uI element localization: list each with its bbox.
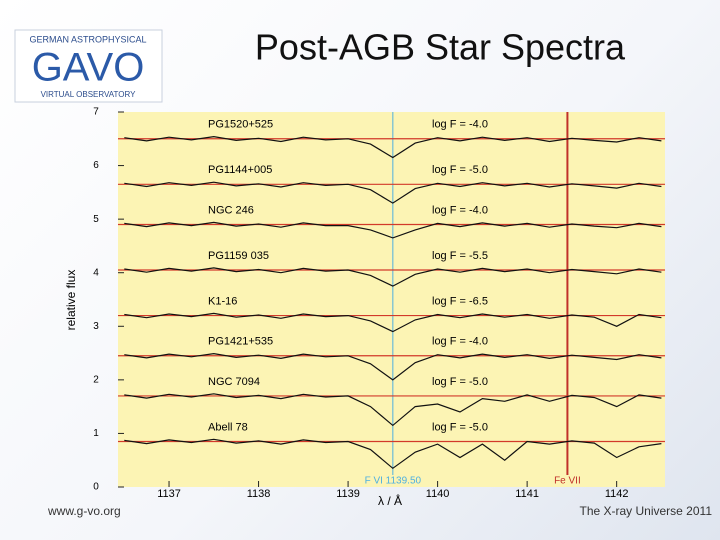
star-label: PG1421+535 bbox=[208, 336, 273, 348]
spectrum bbox=[124, 267, 662, 287]
y-tick-label: 5 bbox=[93, 214, 99, 225]
y-tick-label: 6 bbox=[93, 160, 99, 171]
logo-bottom: VIRTUAL OBSERVATORY bbox=[41, 90, 137, 99]
star-label: NGC 7094 bbox=[208, 376, 260, 388]
spectrum bbox=[124, 312, 662, 333]
x-tick-label: 1142 bbox=[605, 488, 629, 500]
log-f-label: log F = -5.0 bbox=[432, 421, 488, 433]
log-f-label: log F = -6.5 bbox=[432, 295, 488, 307]
footer-right: The X-ray Universe 2011 bbox=[579, 504, 712, 518]
x-tick-label: 1137 bbox=[157, 488, 181, 500]
footer-left: www.g-vo.org bbox=[47, 504, 121, 518]
log-f-label: log F = -5.0 bbox=[432, 164, 488, 176]
star-label: PG1159 035 bbox=[208, 250, 269, 262]
logo-box bbox=[14, 29, 163, 103]
star-label: K1-16 bbox=[208, 295, 237, 307]
y-tick-label: 7 bbox=[93, 107, 99, 118]
log-f-label: log F = -5.5 bbox=[432, 250, 488, 262]
x-tick-label: 1138 bbox=[247, 488, 271, 500]
x-tick-label: 1141 bbox=[515, 488, 539, 500]
logo-main: GAVO bbox=[32, 46, 145, 90]
spectrum bbox=[124, 393, 662, 427]
y-tick-label: 2 bbox=[93, 374, 99, 385]
star-label: PG1520+525 bbox=[208, 119, 273, 131]
logo-top: GERMAN ASTROPHYSICAL bbox=[29, 34, 146, 44]
y-tick-label: 4 bbox=[93, 267, 99, 278]
spectrum bbox=[124, 181, 662, 204]
slide-title: Post-AGB Star Spectra bbox=[255, 27, 626, 68]
x-axis-label: λ / Å bbox=[378, 493, 402, 508]
y-tick-label: 0 bbox=[93, 482, 99, 493]
spectrum bbox=[124, 221, 662, 239]
star-label: Abell 78 bbox=[208, 421, 248, 433]
spectrum bbox=[124, 438, 662, 470]
star-label: PG1144+005 bbox=[208, 164, 272, 176]
log-f-label: log F = -5.0 bbox=[432, 376, 488, 388]
log-f-label: log F = -4.0 bbox=[432, 119, 488, 131]
log-f-label: log F = -4.0 bbox=[432, 336, 488, 348]
star-label: NGC 246 bbox=[208, 204, 254, 216]
spectrum bbox=[124, 352, 662, 381]
log-f-label: log F = -4.0 bbox=[432, 204, 488, 216]
reference-label: Fe VII bbox=[554, 476, 581, 487]
x-tick-label: 1140 bbox=[426, 488, 450, 500]
spectrum bbox=[124, 135, 662, 159]
y-tick-label: 3 bbox=[93, 321, 99, 332]
y-tick-label: 1 bbox=[93, 428, 99, 439]
plot-area bbox=[118, 112, 665, 487]
x-tick-label: 1139 bbox=[336, 488, 360, 500]
reference-label: F VI 1139.50 bbox=[365, 476, 422, 487]
y-axis-label: relative flux bbox=[64, 270, 78, 331]
